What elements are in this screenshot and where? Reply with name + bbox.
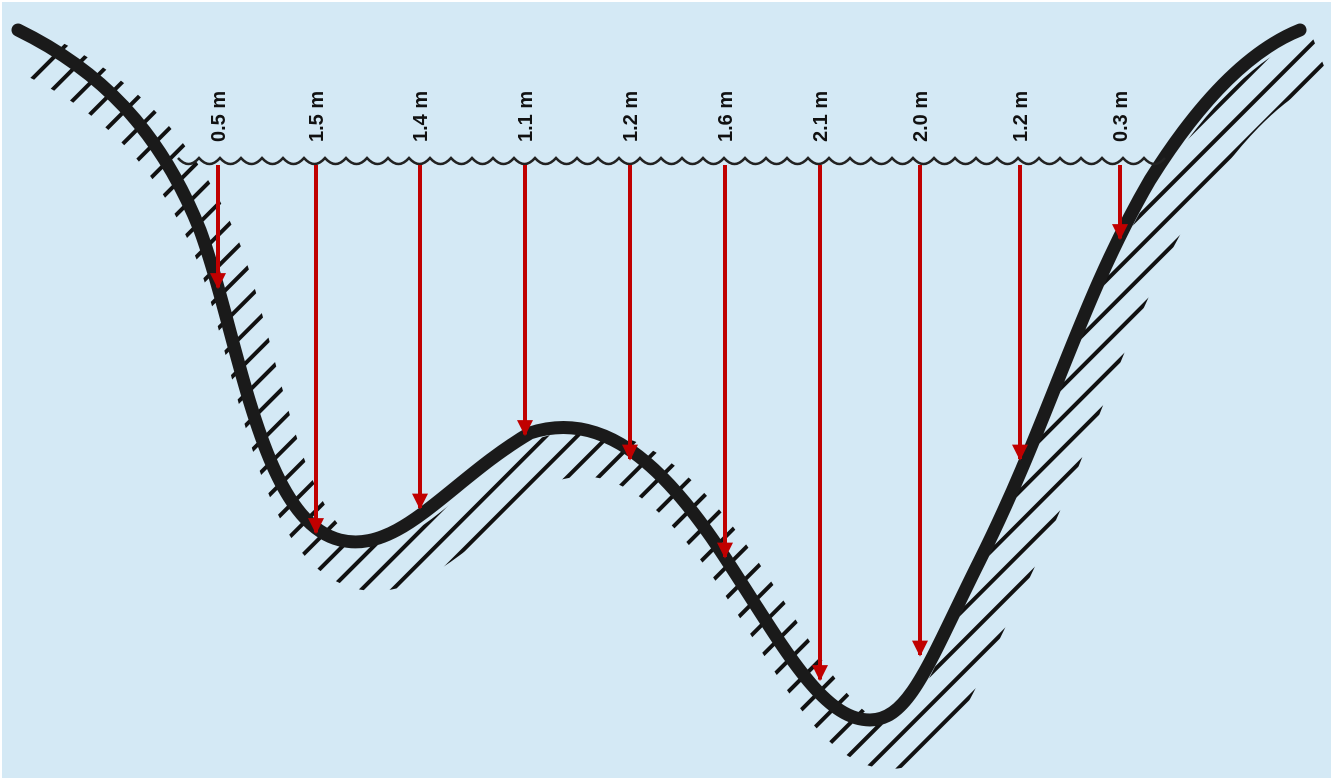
- depth-label: 1.5 m: [306, 91, 328, 142]
- depth-label: 2.1 m: [810, 91, 832, 142]
- depth-label: 2.0 m: [910, 91, 932, 142]
- depth-label: 1.1 m: [515, 91, 537, 142]
- depth-label: 1.6 m: [715, 91, 737, 142]
- depth-label: 0.3 m: [1110, 91, 1132, 142]
- depth-label: 0.5 m: [208, 91, 230, 142]
- depth-label: 1.4 m: [410, 91, 432, 142]
- river-depth-diagram: 0.5 m 1.5 m 1.4 m 1.1 m 1.2 m 1.6 m 2.1 m 2.0 m…: [0, 0, 1333, 780]
- depth-label: 1.2 m: [620, 91, 642, 142]
- depth-label: 1.2 m: [1010, 91, 1032, 142]
